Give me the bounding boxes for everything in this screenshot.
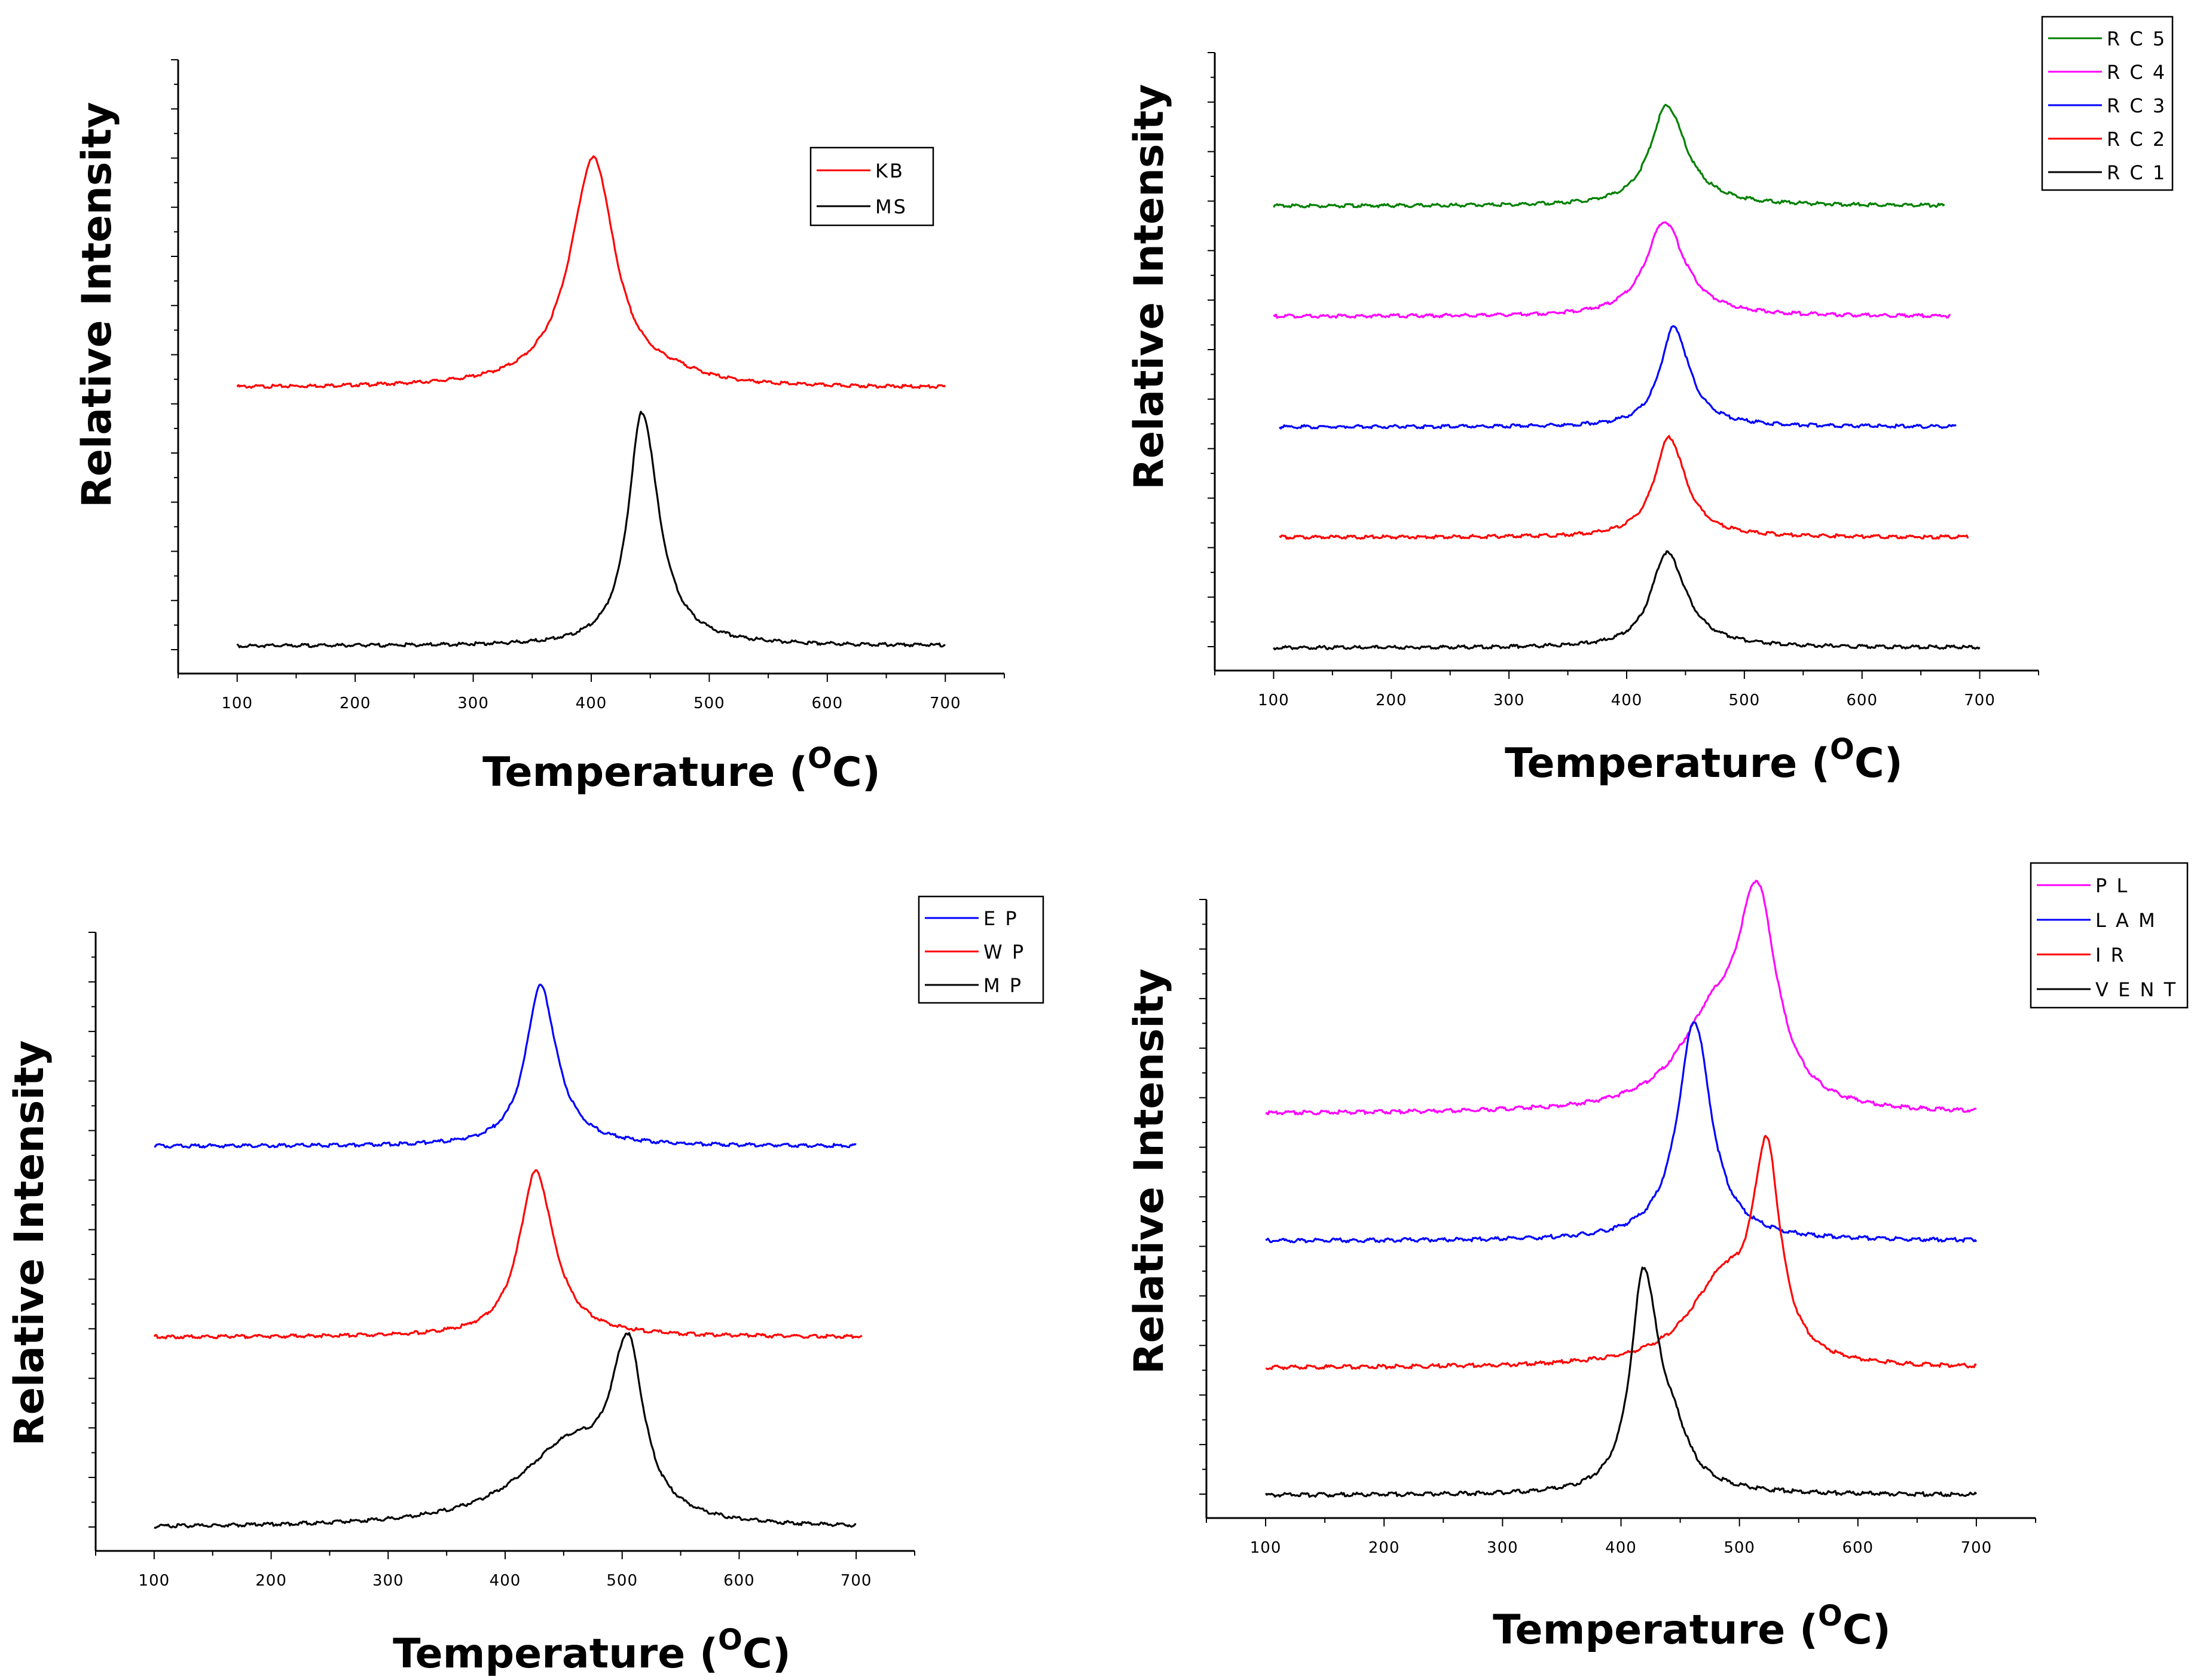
legend-box: [2030, 862, 2189, 1009]
legend-box: [809, 146, 934, 227]
x-tick-label: 700: [1961, 1539, 1993, 1557]
series-line-rc2: [1279, 434, 1969, 540]
series-line-rc3: [1279, 325, 1957, 430]
x-tick-label: 400: [1605, 1539, 1637, 1557]
legend-label-rc5: R C 5: [2107, 27, 2167, 50]
x-axis-title: Temperature (OC): [1505, 733, 1903, 787]
y-axis-title: Relative Intensity: [74, 102, 121, 508]
chart-panel-4: 100 200 300 400 500 600 700 Relative Intensity T…: [1126, 862, 2189, 1654]
legend-label-ep: E P: [983, 907, 1019, 930]
series-line-ir: [1266, 1134, 1977, 1370]
chart-panel-1: 100 200 300 400 500 600 700 Relative Intensity T…: [74, 59, 1005, 796]
legend-box: [2041, 16, 2174, 191]
series-line-pl: [1265, 880, 1976, 1116]
chart-panel-3: 100 200 300 400 500 600 700 Relative Intensity T…: [6, 895, 1044, 1678]
x-axis-title: Temperature (OC): [1493, 1599, 1891, 1654]
y-axis-title: Relative Intensity: [1126, 84, 1173, 490]
x-tick-label: 200: [255, 1572, 287, 1590]
x-tick-label: 300: [1493, 691, 1525, 709]
x-axis-title: Temperature (OC): [482, 742, 881, 796]
x-tick-label: 300: [372, 1572, 404, 1590]
x-tick-label: 500: [606, 1572, 638, 1590]
x-tick-label: 100: [139, 1572, 170, 1590]
x-tick-label: 400: [1611, 691, 1643, 709]
series-line-wp: [153, 1169, 863, 1340]
series-line-rc1: [1273, 550, 1981, 651]
legend-label-rc2: R C 2: [2107, 128, 2167, 151]
x-tick-label: 200: [1368, 1539, 1400, 1557]
series-line-mp: [154, 1332, 857, 1529]
x-tick-label: 500: [693, 694, 725, 712]
x-tick-label: 100: [221, 694, 253, 712]
legend-label-rc1: R C 1: [2107, 161, 2167, 184]
x-axis-title: Temperature (OC): [393, 1623, 791, 1678]
x-tick-label: 500: [1724, 1539, 1755, 1557]
legend-label-vent: V E N T: [2095, 978, 2177, 1001]
x-tick-label: 700: [930, 694, 961, 712]
series-line-vent: [1264, 1266, 1978, 1498]
series-line-lam: [1265, 1021, 1978, 1244]
legend-label-lam: L A M: [2095, 909, 2157, 932]
x-tick-label: 700: [1964, 691, 1996, 709]
legend: E P W P M P: [918, 895, 1044, 1004]
y-axis-title: Relative Intensity: [1126, 969, 1173, 1375]
y-axis-title: Relative Intensity: [6, 1041, 53, 1446]
x-tick-label: 100: [1258, 691, 1289, 709]
legend-label-ms: MS: [875, 195, 907, 218]
legend-label-rc4: R C 4: [2107, 61, 2167, 84]
x-tick-label: 600: [1842, 1539, 1874, 1557]
x-tick-label: 300: [457, 694, 489, 712]
legend: KB MS: [809, 146, 934, 227]
x-tick-label: 300: [1487, 1539, 1518, 1557]
x-tick-label: 600: [1846, 691, 1878, 709]
legend: R C 5 R C 4 R C 3 R C 2 R C 1: [2041, 16, 2174, 191]
x-tick-label: 400: [576, 694, 607, 712]
legend-label-wp: W P: [983, 941, 1025, 963]
x-tick-label: 400: [490, 1572, 521, 1590]
legend-label-ir: I R: [2095, 944, 2126, 966]
x-tick-label: 700: [841, 1572, 872, 1590]
x-tick-label: 200: [340, 694, 371, 712]
x-tick-label: 600: [812, 694, 844, 712]
series-line-ep: [154, 983, 857, 1149]
legend-label-rc3: R C 3: [2107, 94, 2167, 117]
legend-label-kb: KB: [875, 160, 905, 182]
legend-label-mp: M P: [983, 974, 1023, 997]
x-tick-label: 200: [1376, 691, 1407, 709]
series-line-rc4: [1273, 221, 1951, 319]
x-tick-label: 100: [1250, 1539, 1282, 1557]
x-tick-label: 600: [723, 1572, 755, 1590]
chart-panel-2: 100 200 300 400 500 600 700 Relative Intensity T…: [1126, 16, 2174, 787]
legend: P L L A M I R V E N T: [2030, 862, 2189, 1009]
x-tick-label: 500: [1729, 691, 1761, 709]
series-line-kb: [236, 155, 946, 389]
series-line-ms: [236, 411, 946, 648]
legend-label-pl: P L: [2095, 874, 2129, 897]
series-line-rc5: [1273, 103, 1945, 209]
